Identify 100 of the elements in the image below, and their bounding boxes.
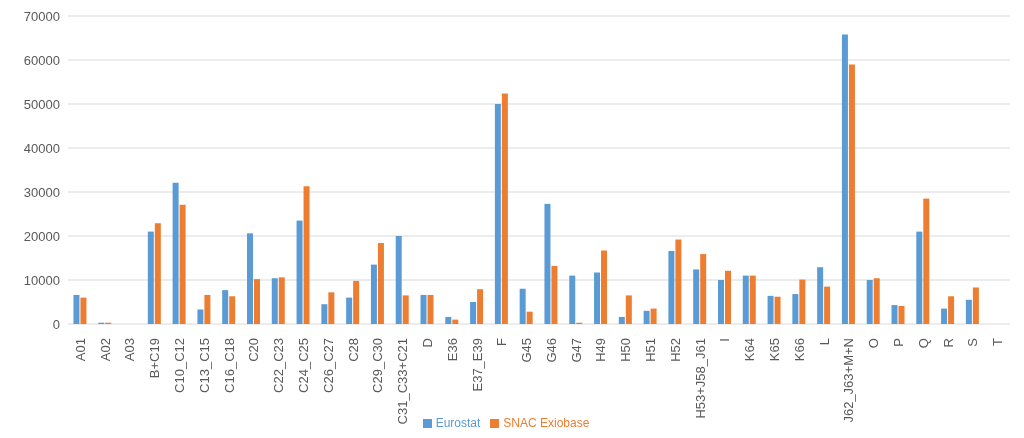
x-tick-label: F	[494, 337, 510, 346]
x-tick-label: C31_C33+C21	[395, 338, 411, 425]
y-tick-label: 0	[52, 316, 60, 332]
x-tick-label: E37_E39	[469, 338, 485, 392]
bar	[346, 297, 353, 324]
x-tick-label: C22_C23	[271, 338, 287, 393]
x-tick-label: L	[816, 338, 832, 346]
x-tick-label: K64	[742, 338, 758, 362]
x-tick-label: A01	[72, 338, 88, 362]
x-tick-label: H51	[643, 338, 659, 362]
x-tick-label: P	[890, 338, 906, 347]
bar	[73, 294, 80, 324]
bar	[948, 296, 955, 324]
x-tick-label: C24_C25	[296, 338, 311, 393]
bar	[898, 305, 905, 324]
x-tick-label: B+C19	[147, 338, 163, 379]
bar	[526, 311, 533, 324]
x-tick-label: H50	[618, 338, 634, 362]
bar	[80, 297, 87, 324]
bar	[675, 239, 682, 324]
bar	[370, 264, 377, 324]
x-tick-label: K66	[791, 338, 807, 362]
bar	[377, 243, 384, 324]
bar	[246, 233, 253, 324]
y-tick-label: 10000	[23, 272, 60, 288]
bar	[799, 279, 806, 324]
bar	[494, 104, 501, 324]
x-tick-label: C16_C18	[221, 338, 237, 393]
legend-label: SNAC Exiobase	[503, 416, 590, 430]
y-tick-label: 30000	[23, 184, 60, 200]
bar	[841, 34, 848, 324]
bar	[296, 220, 303, 324]
x-tick-label: S	[965, 337, 981, 347]
bar	[650, 308, 657, 324]
bar	[452, 319, 459, 324]
bar	[569, 275, 576, 324]
bar	[891, 305, 898, 324]
x-tick-label: G46	[543, 338, 559, 363]
bar	[303, 186, 310, 324]
bar	[172, 182, 179, 324]
x-tick-label: A03	[122, 338, 138, 362]
x-tick-label: J62_J63+M+N	[841, 338, 857, 423]
y-tick-label: 20000	[23, 228, 60, 244]
x-tick-label: C13_C15	[196, 338, 212, 393]
bar	[824, 286, 831, 324]
bar	[941, 308, 948, 324]
bar	[717, 280, 724, 324]
x-tick-label: D	[419, 338, 435, 348]
bar	[222, 290, 229, 324]
bar	[873, 278, 880, 324]
y-tick-label: 50000	[23, 96, 60, 112]
bar	[353, 280, 360, 324]
bar	[253, 279, 260, 324]
bar	[724, 270, 731, 324]
bar	[972, 287, 979, 324]
x-tick-label: A02	[97, 338, 113, 362]
bar	[848, 64, 855, 324]
x-tick-label: C20	[246, 338, 262, 362]
bar	[501, 93, 508, 324]
x-tick-label: G45	[519, 338, 535, 363]
bar	[204, 294, 211, 324]
bar	[749, 275, 756, 324]
y-tick-label: 40000	[23, 140, 60, 156]
y-tick-label: 70000	[23, 8, 60, 24]
x-tick-label: K65	[767, 338, 782, 362]
bar	[551, 265, 558, 324]
bar	[618, 316, 625, 324]
bar	[179, 204, 186, 324]
bar	[668, 250, 675, 324]
x-tick-label: C28	[345, 338, 361, 362]
x-tick-label: T	[990, 337, 1006, 346]
y-tick-label: 60000	[23, 52, 60, 68]
bar	[594, 272, 601, 324]
bar	[965, 299, 972, 324]
bar	[774, 296, 781, 324]
bar	[643, 310, 650, 324]
bar	[742, 275, 749, 324]
bar	[154, 223, 161, 324]
x-tick-label: H49	[593, 338, 609, 362]
bar	[321, 304, 328, 324]
x-tick-label: H52	[667, 338, 683, 362]
bar	[700, 254, 707, 324]
bar	[767, 295, 774, 324]
legend-label: Eurostat	[435, 416, 481, 430]
bar	[147, 231, 154, 324]
x-tick-label: E36	[444, 338, 460, 362]
bar	[278, 277, 285, 324]
bar	[427, 294, 434, 324]
x-tick-label: Q	[915, 338, 931, 349]
bar	[519, 288, 526, 324]
bar	[229, 296, 236, 324]
bar	[470, 302, 477, 324]
bar	[402, 295, 409, 324]
bar	[693, 269, 700, 324]
x-tick-label: C10_C12	[172, 338, 188, 393]
bar	[477, 289, 484, 324]
bar	[544, 203, 551, 324]
bar	[445, 316, 452, 324]
bar	[271, 278, 278, 324]
bar	[916, 231, 923, 324]
